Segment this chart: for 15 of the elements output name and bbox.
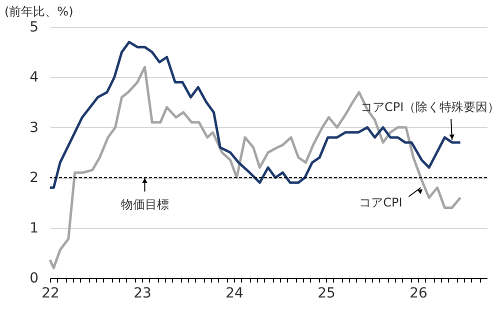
annotation: コアCPI（除く特殊要因） — [360, 100, 500, 114]
x-tick-label: 24 — [226, 286, 244, 302]
annotation: 物価目標 — [120, 198, 169, 212]
y-tick-label: 2 — [30, 170, 38, 186]
x-tick-label: 25 — [318, 286, 336, 302]
y-tick-label: 3 — [30, 120, 38, 136]
annotation: コアCPI — [359, 196, 402, 210]
y-tick-label: 4 — [30, 70, 39, 86]
x-tick-label: 23 — [134, 286, 152, 302]
y-tick-label: 5 — [30, 20, 38, 36]
y-tick-label: 0 — [30, 270, 38, 286]
y-tick-label: 1 — [30, 220, 38, 236]
x-tick-label: 22 — [42, 286, 60, 302]
y-axis-title: (前年比、%) — [4, 4, 74, 18]
x-tick-label: 26 — [410, 286, 428, 302]
